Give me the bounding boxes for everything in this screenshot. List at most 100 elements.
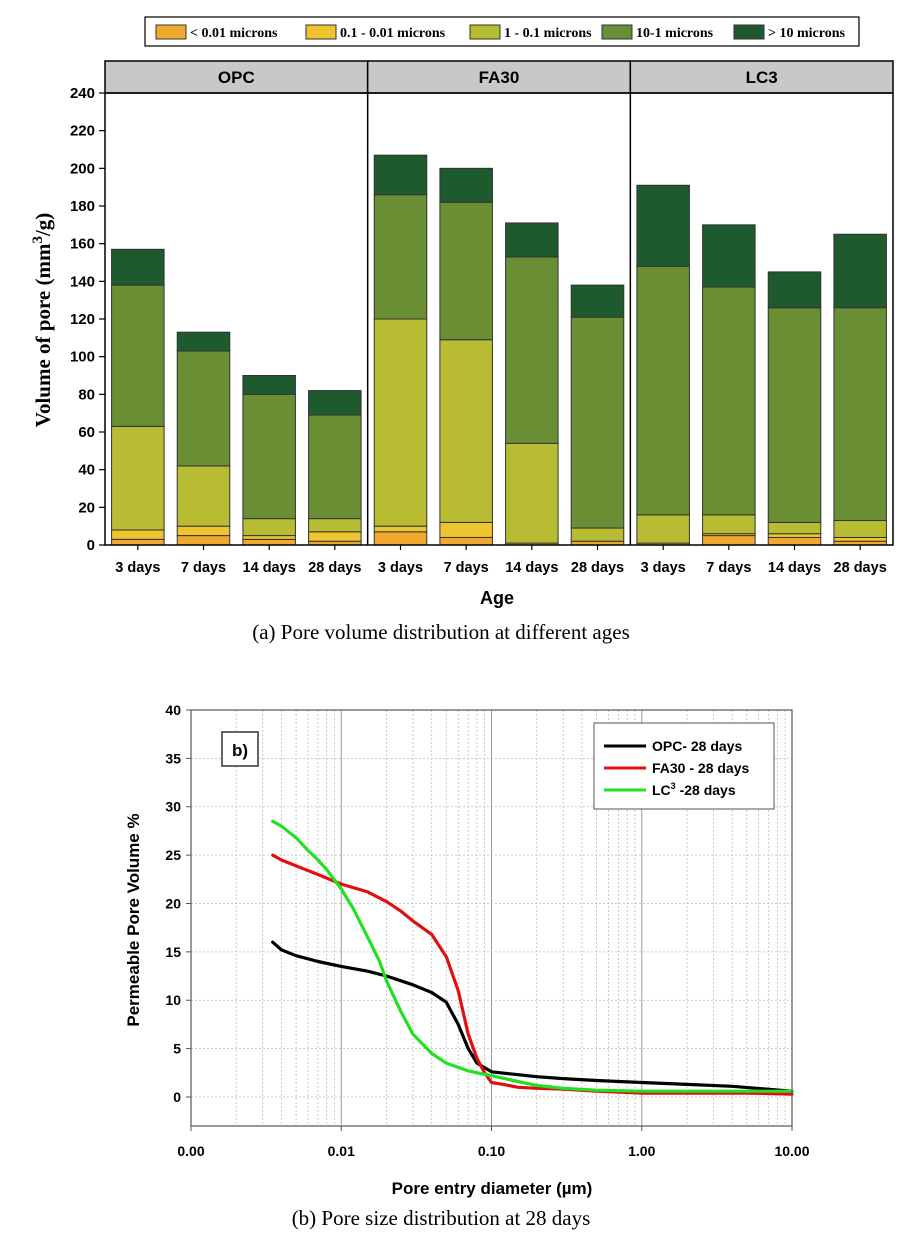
bar-segment — [833, 520, 887, 538]
bar-segment — [242, 375, 296, 395]
legend-label: LC3 -28 days — [652, 781, 736, 798]
bar-segment — [176, 465, 231, 527]
bar-segment — [505, 442, 559, 544]
y-tick-label: 40 — [165, 702, 181, 718]
legend-label: OPC- 28 days — [652, 738, 742, 754]
bar-segment — [833, 536, 887, 542]
bar-stacks — [111, 154, 887, 546]
bar-segment — [176, 350, 231, 467]
y-tick-label: 160 — [70, 236, 95, 253]
y-axis-title-tail: /g) — [31, 213, 55, 237]
bar-segment — [373, 154, 428, 196]
x-tick-label: 14 days — [505, 560, 558, 576]
x-tick-label: 10.00 — [774, 1143, 809, 1159]
y-axis-title: Volume of pore (mm3/g) — [30, 213, 55, 428]
legend: OPC- 28 days FA30 - 28 days LC3 -28 days — [593, 722, 775, 810]
bar-segment — [636, 514, 690, 544]
bar-segment — [111, 248, 165, 286]
bar-segment — [833, 307, 887, 522]
caption-b: (b) Pore size distribution at 28 days — [292, 1206, 591, 1230]
bar-segment — [308, 518, 362, 533]
y-tick-label: 35 — [165, 750, 181, 766]
legend-swatch — [469, 24, 501, 40]
y-tick-label: 220 — [70, 123, 95, 140]
bar-segment — [111, 529, 165, 540]
bar-segment — [242, 535, 296, 540]
bar-segment — [242, 538, 296, 546]
bar-segment — [702, 514, 756, 535]
bar-segment — [439, 339, 493, 523]
bar-segment — [111, 538, 165, 546]
y-tick-label: 20 — [165, 895, 181, 911]
y-tick-label: 200 — [70, 160, 95, 177]
stacked-bar-chart: < 0.01 microns 0.1 - 0.01 microns 1 - 0.1 … — [30, 16, 894, 644]
group-dividers — [366, 93, 632, 545]
bar-segment — [308, 531, 362, 542]
legend-label-main: LC — [652, 782, 671, 798]
bar-segment — [505, 222, 559, 258]
bar-segment — [439, 521, 493, 538]
legend-label: 0.1 - 0.01 microns — [340, 26, 446, 41]
bar-segment — [767, 307, 822, 523]
bar-segment — [308, 414, 362, 520]
x-tick-label: 0.01 — [328, 1143, 355, 1159]
legend-label: 10-1 microns — [636, 26, 714, 41]
legend-swatch — [155, 24, 187, 40]
x-tick-label: 28 days — [834, 560, 887, 576]
legend-label-sup: 3 — [671, 781, 676, 791]
y-tick-label: 180 — [70, 198, 95, 215]
bar-segment — [505, 256, 559, 444]
x-axis-title: Pore entry diameter (µm) — [392, 1179, 593, 1198]
legend: < 0.01 microns 0.1 - 0.01 microns 1 - 0.1 … — [144, 16, 860, 47]
y-axis-title-sup: 3 — [30, 236, 46, 244]
x-tick-label: 7 days — [181, 560, 226, 576]
y-axis-title: Permeable Pore Volume % — [124, 813, 143, 1026]
bar-segment — [570, 527, 625, 542]
bar-segment — [767, 536, 822, 546]
y-tick-label: 60 — [78, 424, 95, 441]
series-line — [271, 940, 794, 1093]
y-tick-label: 20 — [78, 499, 95, 516]
legend-box — [593, 722, 775, 810]
x-tick-label: 1.00 — [628, 1143, 655, 1159]
x-axis-title: Age — [480, 588, 514, 608]
y-tick-label: 100 — [70, 349, 95, 366]
bar-segment — [111, 284, 165, 427]
y-tick-label: 15 — [165, 944, 181, 960]
y-tick-label: 5 — [173, 1041, 181, 1057]
bar-segment — [242, 518, 296, 537]
bar-segment — [702, 535, 756, 546]
bar-segment — [833, 233, 887, 309]
x-tick-label: 7 days — [444, 560, 489, 576]
bar-segment — [176, 525, 231, 537]
axes: 0 5 10 15 20 25 30 35 40 0.00 0.01 0.10 1.00 10.00 — [165, 702, 809, 1159]
panel-label-box: b) — [221, 731, 259, 767]
x-tick-label: 3 days — [641, 560, 686, 576]
x-tick-label: 0.10 — [478, 1143, 505, 1159]
group-header-label: OPC — [218, 68, 255, 87]
bar-segment — [111, 425, 165, 531]
y-tick-label: 30 — [165, 799, 181, 815]
x-tick-label: 0.00 — [177, 1143, 204, 1159]
bar-segment — [570, 316, 625, 529]
y-axis-title-main: Volume of pore (mm — [31, 243, 55, 427]
legend-swatch — [601, 24, 633, 40]
legend-label-tail: -28 days — [676, 782, 736, 798]
group-header-cell — [629, 60, 894, 94]
y-tick-label: 240 — [70, 85, 95, 102]
x-tick-label: 3 days — [115, 560, 160, 576]
group-header-label: LC3 — [746, 68, 778, 87]
legend-label: 1 - 0.1 microns — [504, 26, 592, 41]
x-tick-label: 14 days — [768, 560, 821, 576]
legend-label-main: FA30 - 28 days — [652, 760, 749, 776]
bar-segment — [702, 224, 756, 288]
bar-segment — [767, 521, 822, 535]
legend-label: > 10 microns — [768, 26, 845, 41]
legend-swatch — [733, 24, 765, 40]
bar-segment — [636, 184, 690, 267]
y-tick-label: 80 — [78, 386, 95, 403]
bar-segment — [373, 194, 428, 320]
panel-label: b) — [232, 741, 248, 760]
legend-label: FA30 - 28 days — [652, 760, 749, 776]
x-tick-label: 28 days — [308, 560, 361, 576]
